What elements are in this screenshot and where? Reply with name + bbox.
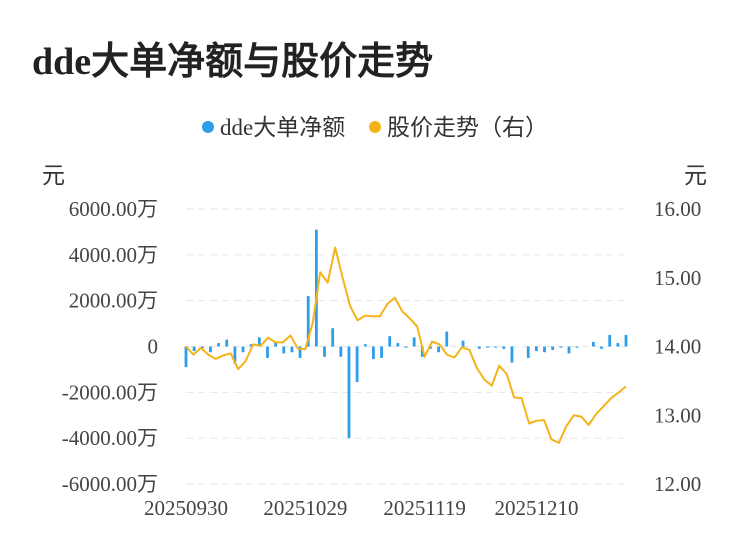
left-tick-label: -6000.00万	[62, 472, 158, 496]
dde-bar	[616, 343, 620, 347]
dde-bar	[567, 346, 571, 354]
dde-bar	[274, 341, 278, 347]
left-tick-label: 0	[148, 335, 159, 359]
right-tick-label: 12.00	[654, 472, 701, 496]
dde-bar	[559, 346, 563, 348]
legend-label-price: 股价走势（右）	[386, 115, 548, 140]
left-tick-label: 2000.00万	[69, 289, 158, 313]
x-tick-label: 20251210	[495, 496, 579, 520]
legend-item-price[interactable]: 股价走势（右）	[368, 108, 548, 142]
dde-bar	[200, 346, 204, 349]
left-tick-label: 4000.00万	[69, 243, 158, 267]
dde-bar	[575, 346, 579, 348]
dde-bar	[543, 346, 546, 353]
dde-bar	[420, 346, 424, 357]
dde-bar	[445, 331, 449, 347]
left-axis-unit: 元	[42, 163, 65, 188]
x-tick-label: 20251119	[383, 496, 465, 520]
dde-bar	[502, 346, 506, 349]
dde-bar	[241, 346, 245, 353]
dde-bar	[323, 346, 326, 357]
dde-bar	[209, 346, 212, 353]
price-line	[185, 246, 627, 444]
dde-bar	[184, 346, 188, 368]
dde-bar	[412, 337, 416, 347]
dde-bar	[600, 346, 603, 349]
dde-bar	[266, 346, 269, 358]
dde-bar	[608, 335, 612, 347]
dde-bar	[339, 346, 343, 357]
dde-bar	[388, 336, 392, 347]
right-tick-label: 16.00	[654, 197, 701, 221]
dde-bar	[429, 346, 432, 349]
dde-bar	[461, 340, 465, 347]
chart-title: dde大单净额与股价走势	[32, 41, 434, 83]
right-tick-label: 13.00	[654, 403, 701, 427]
dde-bar	[347, 346, 351, 439]
dde-bar	[551, 346, 555, 350]
legend-item-dde[interactable]: dde大单净额	[202, 108, 345, 142]
legend-label-dde: dde大单净额	[220, 115, 346, 140]
dde-bar	[249, 344, 253, 347]
left-tick-label: -4000.00万	[62, 426, 158, 450]
dde-bar	[290, 346, 294, 353]
legend-marker-dde	[202, 121, 215, 133]
dde-bar	[306, 296, 310, 347]
dde-bar	[486, 346, 489, 348]
right-tick-label: 15.00	[654, 266, 701, 290]
dde-bar	[396, 343, 400, 347]
dde-bar	[298, 346, 302, 358]
dde-bar	[477, 346, 481, 349]
dde-bar	[257, 337, 261, 347]
x-tick-label: 20250930	[144, 496, 228, 520]
dde-bar	[437, 346, 440, 353]
dde-bar	[192, 346, 196, 352]
legend: dde大单净额 股价走势（右）	[0, 108, 750, 142]
dde-bar	[372, 346, 375, 360]
right-axis-unit: 元	[684, 163, 707, 188]
dde-bar	[526, 346, 530, 358]
left-tick-label: -2000.00万	[62, 380, 158, 404]
right-tick-label: 14.00	[654, 335, 701, 359]
legend-marker-price	[368, 121, 381, 133]
dde-bar	[282, 346, 286, 354]
dde-bar	[494, 346, 498, 348]
dde-bar	[217, 343, 220, 347]
dde-bar	[331, 328, 335, 347]
dde-bar	[510, 346, 514, 363]
dde-bar	[404, 346, 408, 348]
dde-bar	[225, 339, 229, 347]
dde-bar	[624, 335, 628, 347]
dde-bar	[534, 346, 538, 352]
dde-bar	[233, 346, 237, 364]
dde-bar	[592, 341, 595, 347]
dde-bar	[314, 229, 318, 347]
dde-bar	[355, 346, 359, 383]
left-tick-label: 6000.00万	[69, 197, 158, 221]
dde-bar	[380, 346, 383, 358]
x-tick-label: 20251029	[263, 496, 347, 520]
dde-bar	[363, 344, 367, 347]
